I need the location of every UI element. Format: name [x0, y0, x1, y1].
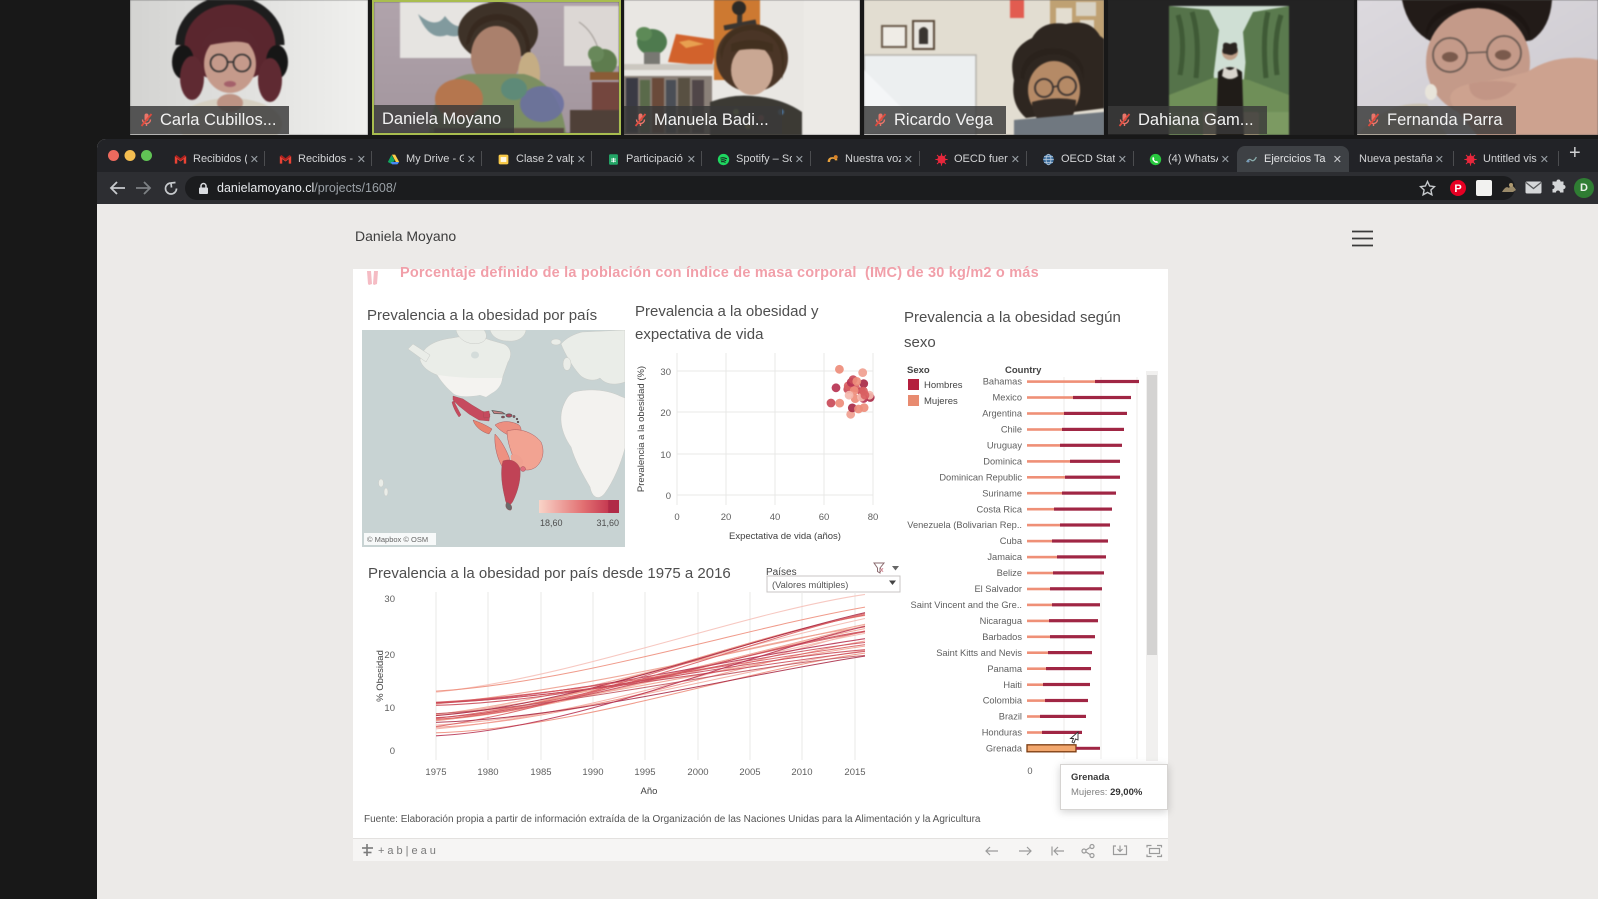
svg-text:Nicaragua: Nicaragua [980, 616, 1023, 626]
svg-text:1990: 1990 [582, 767, 603, 778]
svg-text:Saint Kitts and Nevis: Saint Kitts and Nevis [936, 648, 1022, 658]
svg-text:60: 60 [819, 512, 830, 523]
svg-text:Costa Rica: Costa Rica [977, 504, 1023, 514]
svg-text:2015: 2015 [844, 767, 865, 778]
svg-text:Prevalencia a la obesidad segú: Prevalencia a la obesidad según [904, 309, 1121, 326]
svg-text:Países: Países [766, 567, 797, 578]
svg-text:Mexico: Mexico [993, 393, 1022, 403]
svg-text:Dominican Republic: Dominican Republic [939, 472, 1022, 482]
svg-text:10: 10 [384, 703, 395, 714]
svg-text:Prevalencia a la obesidad (%): Prevalencia a la obesidad (%) [636, 366, 647, 492]
svg-text:(Valores múltiples): (Valores múltiples) [772, 580, 848, 590]
svg-text:2010: 2010 [791, 767, 812, 778]
svg-text:Dominica: Dominica [983, 456, 1023, 466]
svg-text:Saint Vincent and the Gre..: Saint Vincent and the Gre.. [911, 600, 1022, 610]
svg-text:0: 0 [666, 491, 671, 502]
svg-text:80: 80 [868, 512, 879, 523]
svg-text:Barbados: Barbados [982, 632, 1022, 642]
svg-text:Suriname: Suriname [982, 488, 1022, 498]
svg-text:1975: 1975 [425, 767, 446, 778]
svg-text:Hombres: Hombres [924, 380, 963, 391]
svg-text:31,60: 31,60 [596, 518, 619, 528]
svg-text:Mujeres: Mujeres [924, 396, 958, 407]
svg-text:% Obesidad: % Obesidad [375, 650, 386, 702]
svg-text:x: x [880, 567, 884, 574]
svg-text:30: 30 [384, 594, 395, 605]
svg-text:2000: 2000 [687, 767, 708, 778]
svg-text:0: 0 [1027, 766, 1032, 776]
svg-text:40: 40 [770, 512, 781, 523]
svg-text:20: 20 [721, 512, 732, 523]
svg-text:Bahamas: Bahamas [983, 377, 1023, 387]
svg-text:Panama: Panama [987, 664, 1022, 674]
svg-text:+ab|eau: +ab|eau [378, 845, 439, 857]
svg-text:Chile: Chile [1001, 425, 1022, 435]
svg-text:P: P [1454, 183, 1461, 195]
svg-text:1985: 1985 [530, 767, 551, 778]
svg-text:Cuba: Cuba [1000, 536, 1023, 546]
svg-text:2005: 2005 [739, 767, 760, 778]
svg-text:18,60: 18,60 [540, 518, 563, 528]
svg-text:Año: Año [641, 786, 658, 797]
svg-text:30: 30 [660, 367, 671, 378]
svg-text:Uruguay: Uruguay [987, 441, 1022, 451]
svg-text:0: 0 [390, 746, 395, 757]
svg-text:Venezuela (Bolivarian Rep..: Venezuela (Bolivarian Rep.. [907, 520, 1022, 530]
svg-text:Sexo: Sexo [907, 365, 930, 376]
svg-text:El Salvador: El Salvador [974, 584, 1022, 594]
svg-text:Grenada: Grenada [986, 744, 1023, 754]
svg-text:© Mapbox © OSM: © Mapbox © OSM [367, 535, 428, 544]
svg-text:Haiti: Haiti [1003, 680, 1022, 690]
svg-text:1995: 1995 [634, 767, 655, 778]
svg-text:sexo: sexo [904, 334, 936, 351]
svg-text:Brazil: Brazil [999, 712, 1022, 722]
svg-text:Expectativa de vida (años): Expectativa de vida (años) [729, 531, 841, 542]
svg-text:Jamaica: Jamaica [987, 552, 1022, 562]
svg-text:Colombia: Colombia [983, 696, 1023, 706]
svg-text:Country: Country [1005, 365, 1042, 376]
svg-text:10: 10 [660, 450, 671, 461]
svg-text:0: 0 [674, 512, 679, 523]
svg-text:Honduras: Honduras [982, 728, 1023, 738]
svg-text:Belize: Belize [997, 568, 1022, 578]
svg-text:20: 20 [384, 650, 395, 661]
svg-text:Argentina: Argentina [982, 409, 1023, 419]
svg-text:1980: 1980 [477, 767, 498, 778]
svg-text:20: 20 [660, 408, 671, 419]
